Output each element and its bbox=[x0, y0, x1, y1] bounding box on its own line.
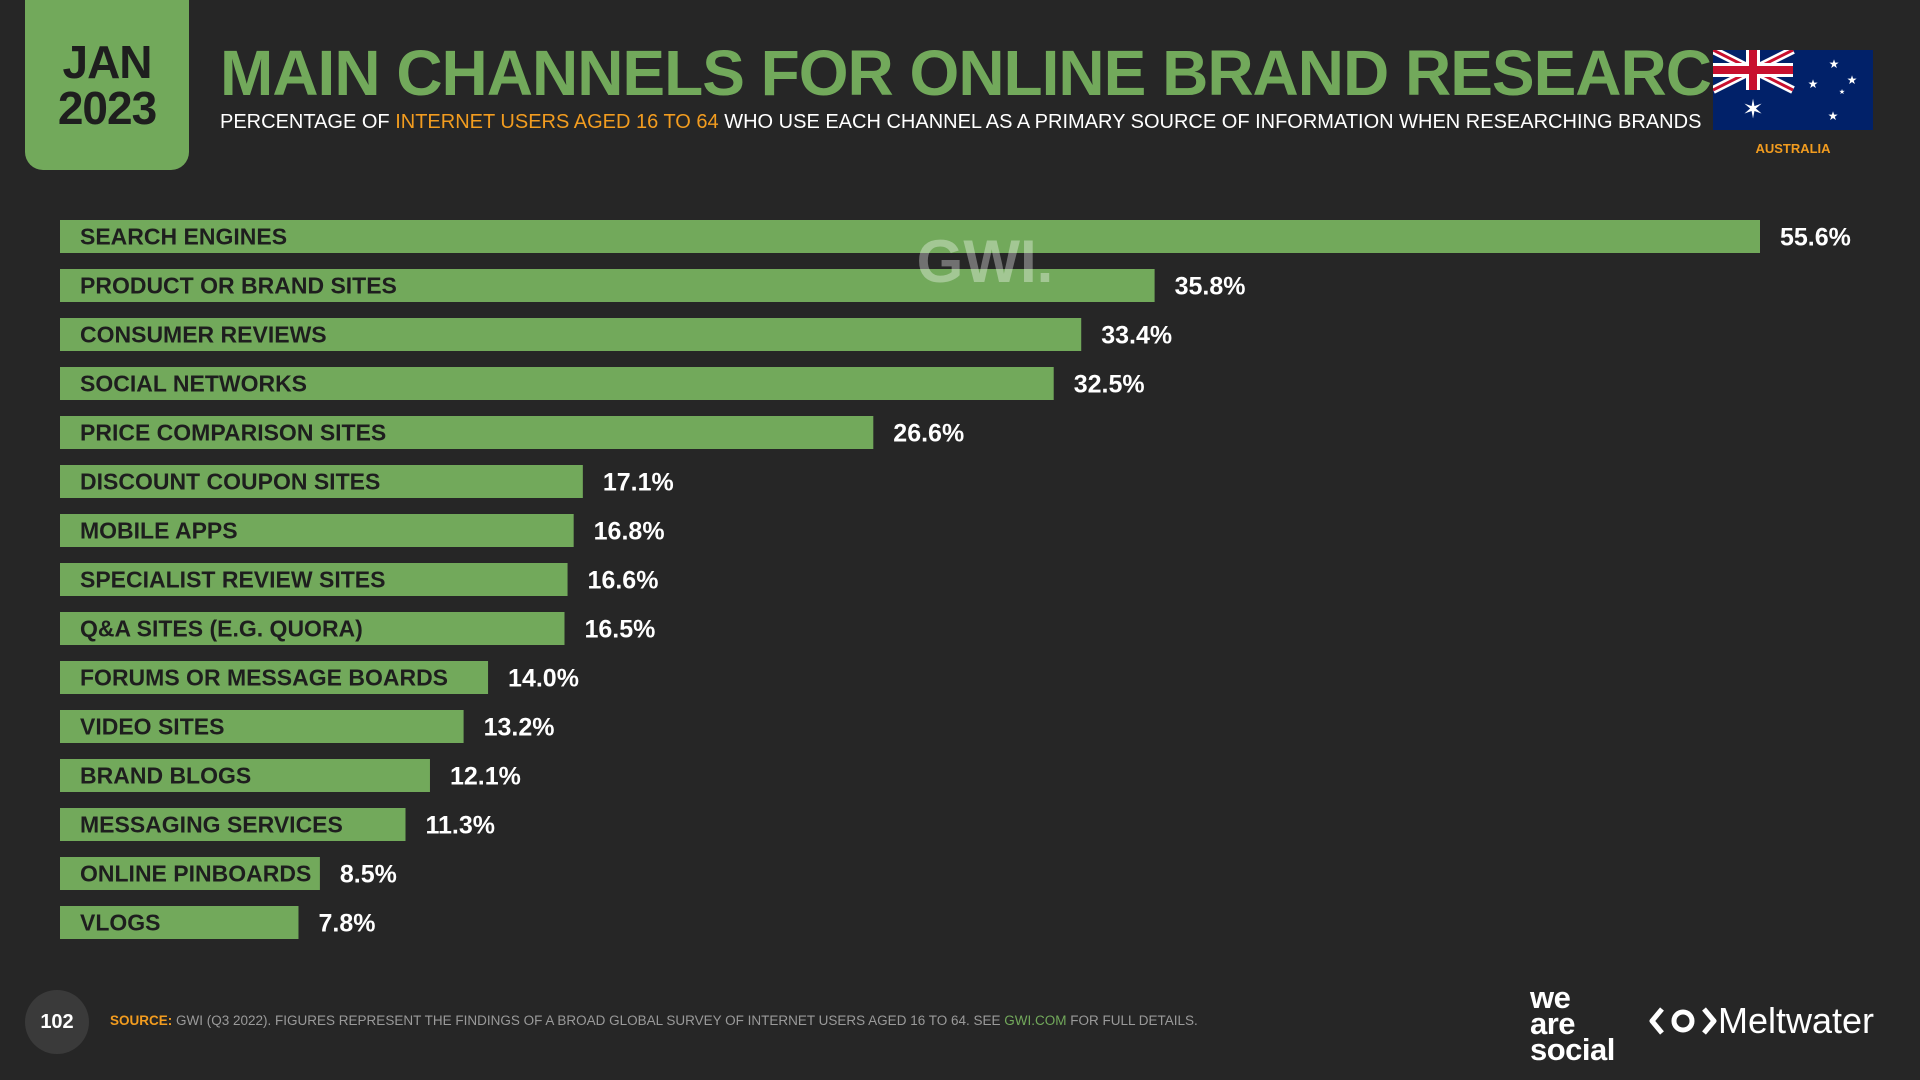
bar bbox=[60, 710, 464, 743]
australia-flag-icon: ✶ ★ ★ ★ ★ ★ bbox=[1713, 50, 1873, 130]
svg-text:★: ★ bbox=[1828, 109, 1839, 123]
bar bbox=[60, 514, 574, 547]
bar bbox=[60, 661, 489, 694]
date-month: JAN bbox=[62, 36, 152, 88]
bar bbox=[60, 318, 1082, 351]
bar-value-label: 16.5% bbox=[584, 616, 655, 644]
bar-category-label: CONSUMER REVIEWS bbox=[80, 322, 327, 348]
bar bbox=[60, 465, 583, 498]
bar-value-label: 33.4% bbox=[1101, 322, 1172, 350]
bar-category-label: Q&A SITES (E.G. QUORA) bbox=[80, 616, 363, 642]
bar bbox=[60, 563, 568, 596]
meltwater-wordmark: Meltwater bbox=[1718, 1000, 1875, 1041]
bar-value-label: 55.6% bbox=[1780, 224, 1851, 252]
bar-category-label: SOCIAL NETWORKS bbox=[80, 371, 307, 397]
bar bbox=[60, 906, 299, 939]
source-text: GWI (Q3 2022). FIGURES REPRESENT THE FIN… bbox=[172, 1013, 1005, 1028]
source-link[interactable]: GWI.COM bbox=[1004, 1013, 1067, 1028]
svg-text:★: ★ bbox=[1808, 77, 1819, 91]
svg-text:★: ★ bbox=[1839, 88, 1845, 96]
bar-category-label: PRODUCT OR BRAND SITES bbox=[80, 273, 397, 299]
bar bbox=[60, 367, 1054, 400]
subtitle-highlight: INTERNET USERS AGED 16 TO 64 bbox=[395, 111, 719, 133]
bar-value-label: 26.6% bbox=[893, 420, 964, 448]
bar bbox=[60, 220, 1760, 253]
we-are-social-logo: we are social bbox=[1530, 980, 1615, 1067]
bar-value-label: 32.5% bbox=[1074, 371, 1145, 399]
bar-value-label: 13.2% bbox=[484, 714, 555, 742]
page-subtitle: PERCENTAGE OF INTERNET USERS AGED 16 TO … bbox=[220, 111, 1701, 134]
bar-category-label: FORUMS OR MESSAGE BOARDS bbox=[80, 665, 448, 691]
bar-category-label: BRAND BLOGS bbox=[80, 763, 251, 789]
bar-value-label: 12.1% bbox=[450, 763, 521, 791]
meltwater-mark-icon bbox=[1649, 1007, 1717, 1035]
bar bbox=[60, 808, 406, 841]
bar-value-label: 16.6% bbox=[588, 567, 659, 595]
bar-value-label: 16.8% bbox=[594, 518, 665, 546]
bar-value-label: 7.8% bbox=[318, 910, 375, 938]
logo-word-1: we bbox=[1530, 980, 1571, 1015]
bar-value-label: 8.5% bbox=[340, 861, 397, 889]
svg-text:★: ★ bbox=[1829, 57, 1840, 71]
bar-chart: SEARCH ENGINES 55.6% PRODUCT OR BRAND SITE… bbox=[60, 220, 1851, 939]
date-badge: JAN 2023 bbox=[25, 0, 189, 170]
source-label: SOURCE: bbox=[110, 1013, 173, 1028]
source-end: FOR FULL DETAILS. bbox=[1066, 1013, 1198, 1028]
bar-value-label: 17.1% bbox=[603, 469, 674, 497]
meltwater-logo: Meltwater bbox=[1648, 1000, 1874, 1042]
bar-category-label: DISCOUNT COUPON SITES bbox=[80, 469, 380, 495]
bar-category-label: ONLINE PINBOARDS bbox=[80, 861, 311, 887]
bar-value-label: 11.3% bbox=[426, 812, 496, 840]
source-footer: SOURCE: GWI (Q3 2022). FIGURES REPRESENT… bbox=[110, 1013, 1198, 1028]
logo-word-2: are bbox=[1530, 1006, 1576, 1041]
bar-value-label: 14.0% bbox=[508, 665, 579, 693]
country-label: AUSTRALIA bbox=[1755, 141, 1831, 156]
bar bbox=[60, 857, 320, 890]
svg-text:✶: ✶ bbox=[1742, 95, 1764, 125]
bar-category-label: MOBILE APPS bbox=[80, 518, 238, 544]
subtitle-pre: PERCENTAGE OF bbox=[220, 111, 396, 133]
bar bbox=[60, 269, 1155, 302]
subtitle-post: WHO USE EACH CHANNEL AS A PRIMARY SOURCE… bbox=[718, 111, 1702, 133]
page-number: 102 bbox=[25, 990, 89, 1054]
bar-category-label: VLOGS bbox=[80, 910, 161, 936]
page-title: MAIN CHANNELS FOR ONLINE BRAND RESEARCH bbox=[220, 37, 1757, 109]
logo-word-3: social bbox=[1530, 1032, 1615, 1067]
bar-category-label: MESSAGING SERVICES bbox=[80, 812, 343, 838]
bar bbox=[60, 612, 565, 645]
bar-category-label: PRICE COMPARISON SITES bbox=[80, 420, 386, 446]
svg-text:★: ★ bbox=[1847, 73, 1858, 87]
bar-category-label: SEARCH ENGINES bbox=[80, 224, 287, 250]
date-year: 2023 bbox=[57, 82, 157, 134]
bar-category-label: SPECIALIST REVIEW SITES bbox=[80, 567, 385, 593]
bar-category-label: VIDEO SITES bbox=[80, 714, 224, 740]
bar bbox=[60, 759, 430, 792]
bar-value-label: 35.8% bbox=[1175, 273, 1246, 301]
bar bbox=[60, 416, 874, 449]
gwi-watermark: GWI. bbox=[917, 228, 1054, 295]
